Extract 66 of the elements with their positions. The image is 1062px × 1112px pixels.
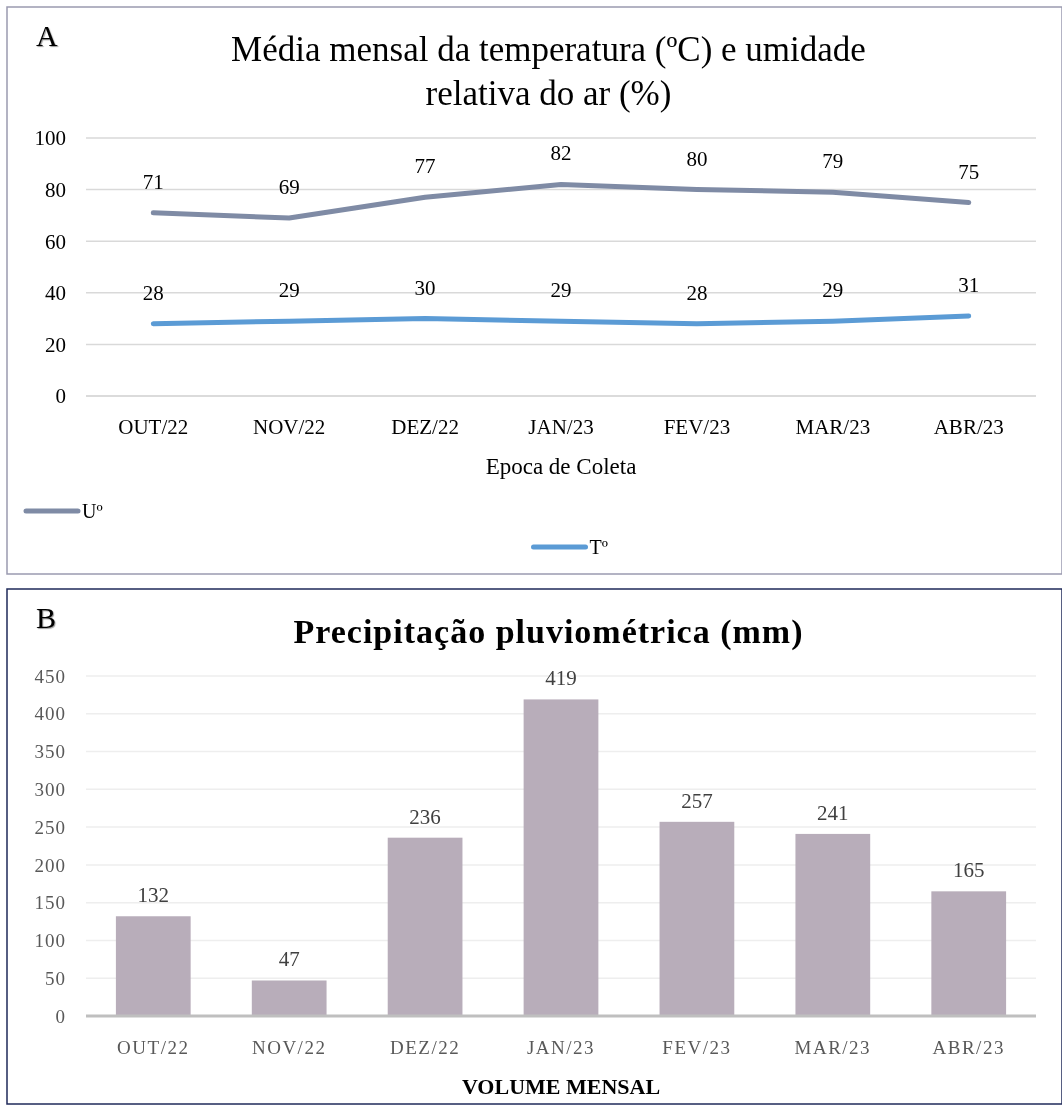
chart-title: Média mensal da temperatura (ºC) e umidade relativa do ar (%) [231, 30, 866, 113]
x-tick-label: MAR/23 [795, 415, 871, 439]
bar [115, 916, 191, 1016]
legend-label: Uº [82, 500, 103, 522]
bar [251, 980, 327, 1016]
x-axis-title: VOLUME MENSAL [461, 1074, 661, 1099]
y-tick-label: 100 [34, 126, 66, 151]
y-tick-label: 60 [45, 229, 66, 254]
y-tick-label: 80 [45, 177, 66, 202]
x-tick-label: DEZ/22 [391, 415, 459, 439]
text: A [36, 19, 58, 52]
y-tick-label: 450 [34, 665, 66, 687]
bar [523, 699, 599, 1016]
data-label: 29 [822, 278, 844, 303]
y-tick-label: 40 [45, 281, 66, 306]
x-tick-label: OUT/22 [117, 1037, 190, 1058]
data-label: 29 [278, 278, 300, 303]
bar [659, 821, 735, 1016]
y-tick-label: 200 [34, 854, 66, 876]
data-label: 236 [409, 804, 441, 829]
x-tick-label: ABR/23 [932, 1037, 1005, 1058]
x-tick-label: DEZ/22 [389, 1037, 461, 1058]
data-label: 132 [137, 883, 170, 908]
data-label: 47 [278, 947, 300, 972]
y-tick-label: 300 [34, 778, 66, 800]
bar [795, 833, 871, 1016]
y-tick-label: 150 [34, 892, 66, 914]
data-label: 79 [822, 149, 844, 174]
y-tick-label: 400 [34, 703, 66, 725]
x-tick-label: MAR/23 [794, 1037, 872, 1058]
legend-label: Tº [589, 536, 608, 558]
x-axis-title: Epoca de Coleta [485, 454, 637, 479]
data-label: 241 [817, 800, 849, 825]
data-label: 80 [686, 146, 708, 171]
text: B [36, 601, 57, 634]
data-label: 28 [142, 280, 164, 305]
data-label: 82 [550, 141, 572, 166]
data-label: 165 [952, 858, 985, 883]
data-label: 71 [142, 169, 164, 194]
y-tick-label: 100 [34, 930, 66, 952]
y-tick-label: 250 [34, 816, 66, 838]
x-tick-label: FEV/23 [663, 415, 731, 439]
data-label: 29 [550, 278, 572, 303]
x-tick-label: JAN/23 [528, 415, 594, 439]
data-label: 77 [414, 154, 436, 179]
data-label: 75 [958, 159, 980, 184]
chart-title: Precipitação pluviométrica (mm) [293, 613, 804, 651]
x-tick-label: ABR/23 [933, 415, 1004, 439]
bar [387, 837, 463, 1016]
y-tick-label: 350 [34, 741, 66, 763]
data-label: 31 [958, 273, 980, 298]
x-tick-label: JAN/23 [526, 1037, 596, 1058]
x-tick-label: NOV/22 [251, 1037, 327, 1058]
data-label: 419 [545, 666, 577, 691]
bar [931, 891, 1007, 1016]
data-label: 30 [414, 275, 436, 300]
y-tick-label: 0 [55, 1005, 66, 1027]
x-tick-label: NOV/22 [253, 415, 326, 439]
data-label: 257 [681, 788, 713, 813]
data-label: 69 [278, 174, 300, 199]
y-tick-label: 0 [55, 384, 66, 409]
x-tick-label: FEV/23 [662, 1037, 732, 1058]
data-label: 28 [686, 280, 708, 305]
y-tick-label: 20 [45, 332, 66, 357]
y-tick-label: 50 [45, 967, 66, 989]
x-tick-label: OUT/22 [118, 415, 189, 439]
